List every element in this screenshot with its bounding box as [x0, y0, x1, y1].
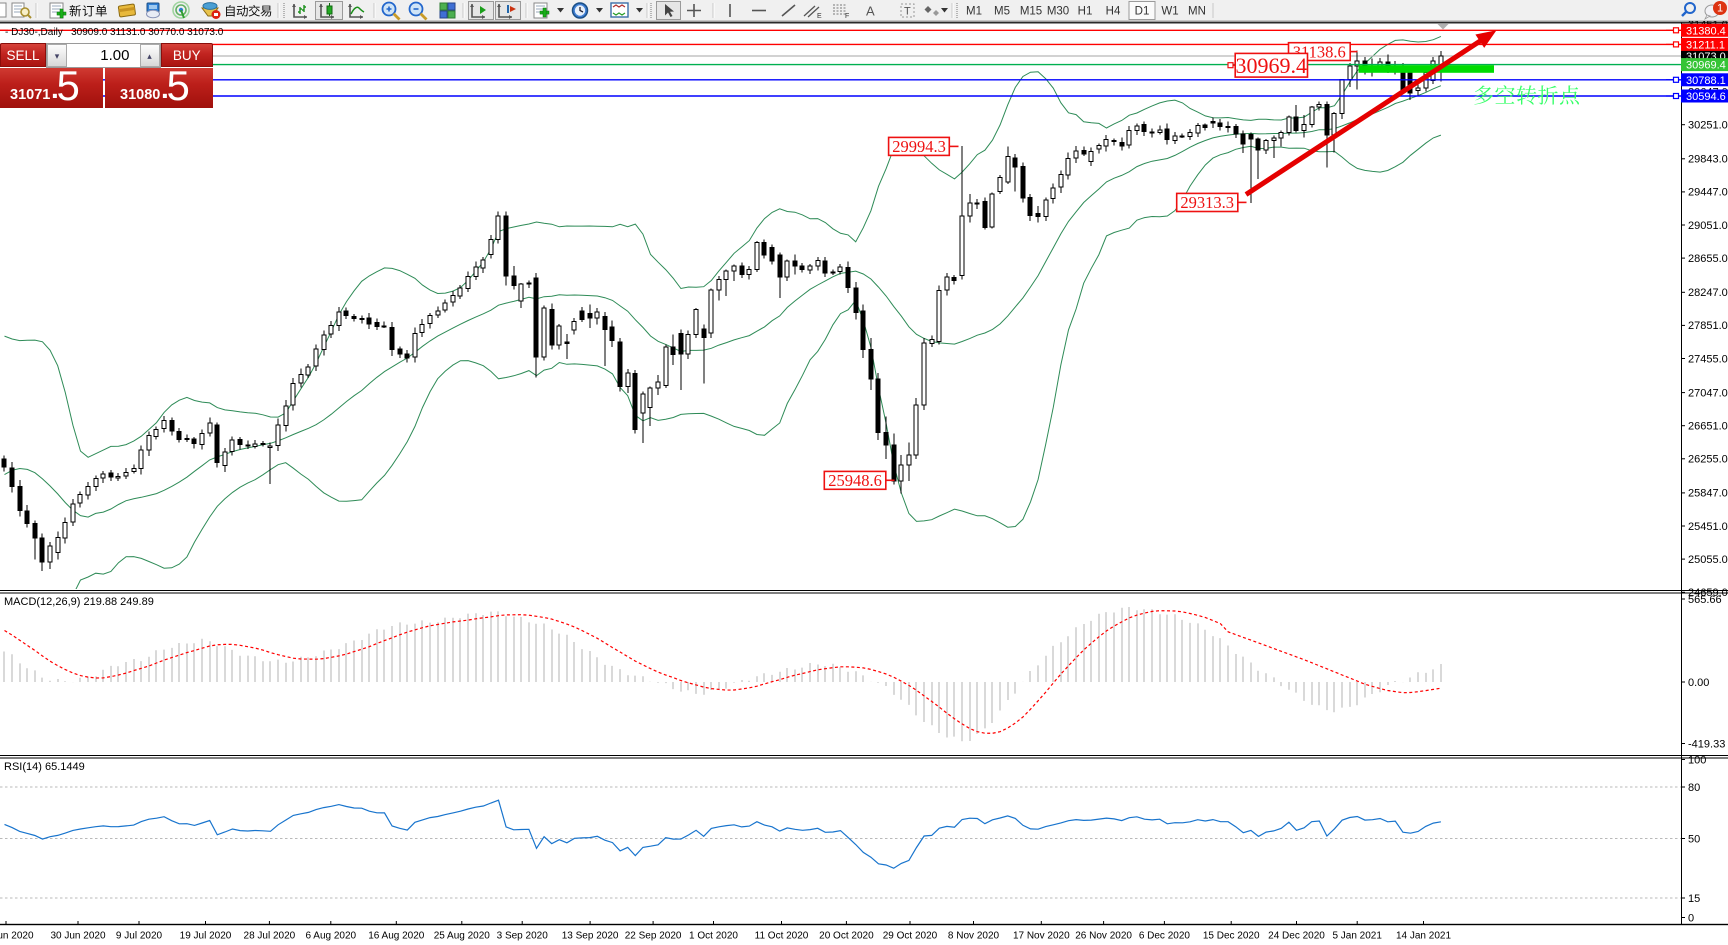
svg-text:26651.0: 26651.0	[1688, 421, 1728, 433]
svg-text:M30: M30	[1047, 6, 1069, 18]
svg-text:H4: H4	[1106, 6, 1121, 18]
svg-text:30 Jun 2020: 30 Jun 2020	[50, 931, 105, 942]
svg-text:19 Jul 2020: 19 Jul 2020	[180, 931, 232, 942]
svg-text:-419.33: -419.33	[1688, 738, 1725, 750]
svg-text:27455.0: 27455.0	[1688, 353, 1728, 365]
svg-text:26255.0: 26255.0	[1688, 454, 1728, 466]
svg-text:H1: H1	[1078, 6, 1093, 18]
svg-text:30788.1: 30788.1	[1686, 75, 1726, 87]
svg-text:17 Nov 2020: 17 Nov 2020	[1013, 931, 1070, 942]
svg-text:3 Sep 2020: 3 Sep 2020	[497, 931, 549, 942]
svg-text:100: 100	[1688, 754, 1706, 766]
svg-text:22 Sep 2020: 22 Sep 2020	[625, 931, 682, 942]
svg-text:25847.0: 25847.0	[1688, 488, 1728, 500]
svg-text:29843.0: 29843.0	[1688, 154, 1728, 166]
svg-text:30251.0: 30251.0	[1688, 120, 1728, 132]
svg-text:M5: M5	[994, 6, 1010, 18]
svg-text:6 Aug 2020: 6 Aug 2020	[305, 931, 356, 942]
svg-text:MN: MN	[1188, 6, 1206, 18]
svg-text:8 Nov 2020: 8 Nov 2020	[948, 931, 1000, 942]
svg-text:27851.0: 27851.0	[1688, 320, 1728, 332]
svg-text:29994.3: 29994.3	[892, 137, 946, 156]
svg-text:26 Nov 2020: 26 Nov 2020	[1075, 931, 1132, 942]
svg-text:25948.6: 25948.6	[828, 471, 882, 490]
svg-text:E: E	[817, 13, 822, 20]
svg-text:11 Oct 2020: 11 Oct 2020	[755, 931, 809, 942]
svg-text:28247.0: 28247.0	[1688, 287, 1728, 299]
svg-text:15 Dec 2020: 15 Dec 2020	[1203, 931, 1260, 942]
svg-text:50: 50	[1688, 833, 1700, 845]
svg-text:25055.0: 25055.0	[1688, 554, 1728, 566]
svg-text:16 Aug 2020: 16 Aug 2020	[368, 931, 425, 942]
svg-text:14 Jan 2021: 14 Jan 2021	[1396, 931, 1451, 942]
svg-text:0.00: 0.00	[1688, 677, 1709, 689]
svg-text:30594.6: 30594.6	[1686, 91, 1726, 103]
svg-text:1: 1	[1717, 3, 1723, 15]
svg-text:30969.4: 30969.4	[1686, 60, 1726, 72]
svg-text:M1: M1	[966, 6, 982, 18]
svg-text:F: F	[845, 13, 849, 20]
svg-text:T: T	[904, 6, 911, 18]
svg-text:29447.0: 29447.0	[1688, 187, 1728, 199]
svg-text:24659.0: 24659.0	[1688, 587, 1728, 599]
svg-text:80: 80	[1688, 782, 1700, 794]
svg-text:20 Oct 2020: 20 Oct 2020	[819, 931, 874, 942]
svg-text:5 Jan 2021: 5 Jan 2021	[1332, 931, 1382, 942]
svg-text:29313.3: 29313.3	[1180, 193, 1234, 212]
svg-text:6 Dec 2020: 6 Dec 2020	[1139, 931, 1191, 942]
svg-text:25 Aug 2020: 25 Aug 2020	[434, 931, 491, 942]
svg-text:30969.4: 30969.4	[1236, 53, 1308, 78]
svg-text:13 Sep 2020: 13 Sep 2020	[562, 931, 619, 942]
svg-text:28 Jul 2020: 28 Jul 2020	[244, 931, 296, 942]
svg-text:24 Dec 2020: 24 Dec 2020	[1268, 931, 1325, 942]
svg-text:0: 0	[1688, 912, 1694, 924]
svg-text:W1: W1	[1161, 6, 1178, 18]
svg-text:31380.4: 31380.4	[1686, 25, 1726, 37]
svg-text:28655.0: 28655.0	[1688, 253, 1728, 265]
svg-text:565.66: 565.66	[1688, 594, 1722, 606]
svg-text:D1: D1	[1135, 6, 1150, 18]
svg-text:9 Jul 2020: 9 Jul 2020	[116, 931, 163, 942]
svg-text:31211.1: 31211.1	[1686, 39, 1725, 51]
svg-text:27047.0: 27047.0	[1688, 387, 1728, 399]
svg-text:15: 15	[1688, 893, 1700, 905]
svg-text:A: A	[866, 4, 875, 19]
svg-text:RSI(14) 65.1449: RSI(14) 65.1449	[4, 761, 85, 773]
svg-text:29051.0: 29051.0	[1688, 220, 1728, 232]
svg-text:22 Jun 2020: 22 Jun 2020	[0, 931, 34, 942]
svg-text:25451.0: 25451.0	[1688, 521, 1728, 533]
svg-text:- DJ30-,Daily 30909.0 31131.: - DJ30-,Daily 30909.0 31131.0 30770.0 31…	[5, 27, 224, 38]
svg-text:M15: M15	[1020, 6, 1042, 18]
svg-text:1 Oct 2020: 1 Oct 2020	[689, 931, 738, 942]
svg-text:MACD(12,26,9) 219.88 249.89: MACD(12,26,9) 219.88 249.89	[4, 596, 154, 608]
svg-text:29 Oct 2020: 29 Oct 2020	[883, 931, 938, 942]
